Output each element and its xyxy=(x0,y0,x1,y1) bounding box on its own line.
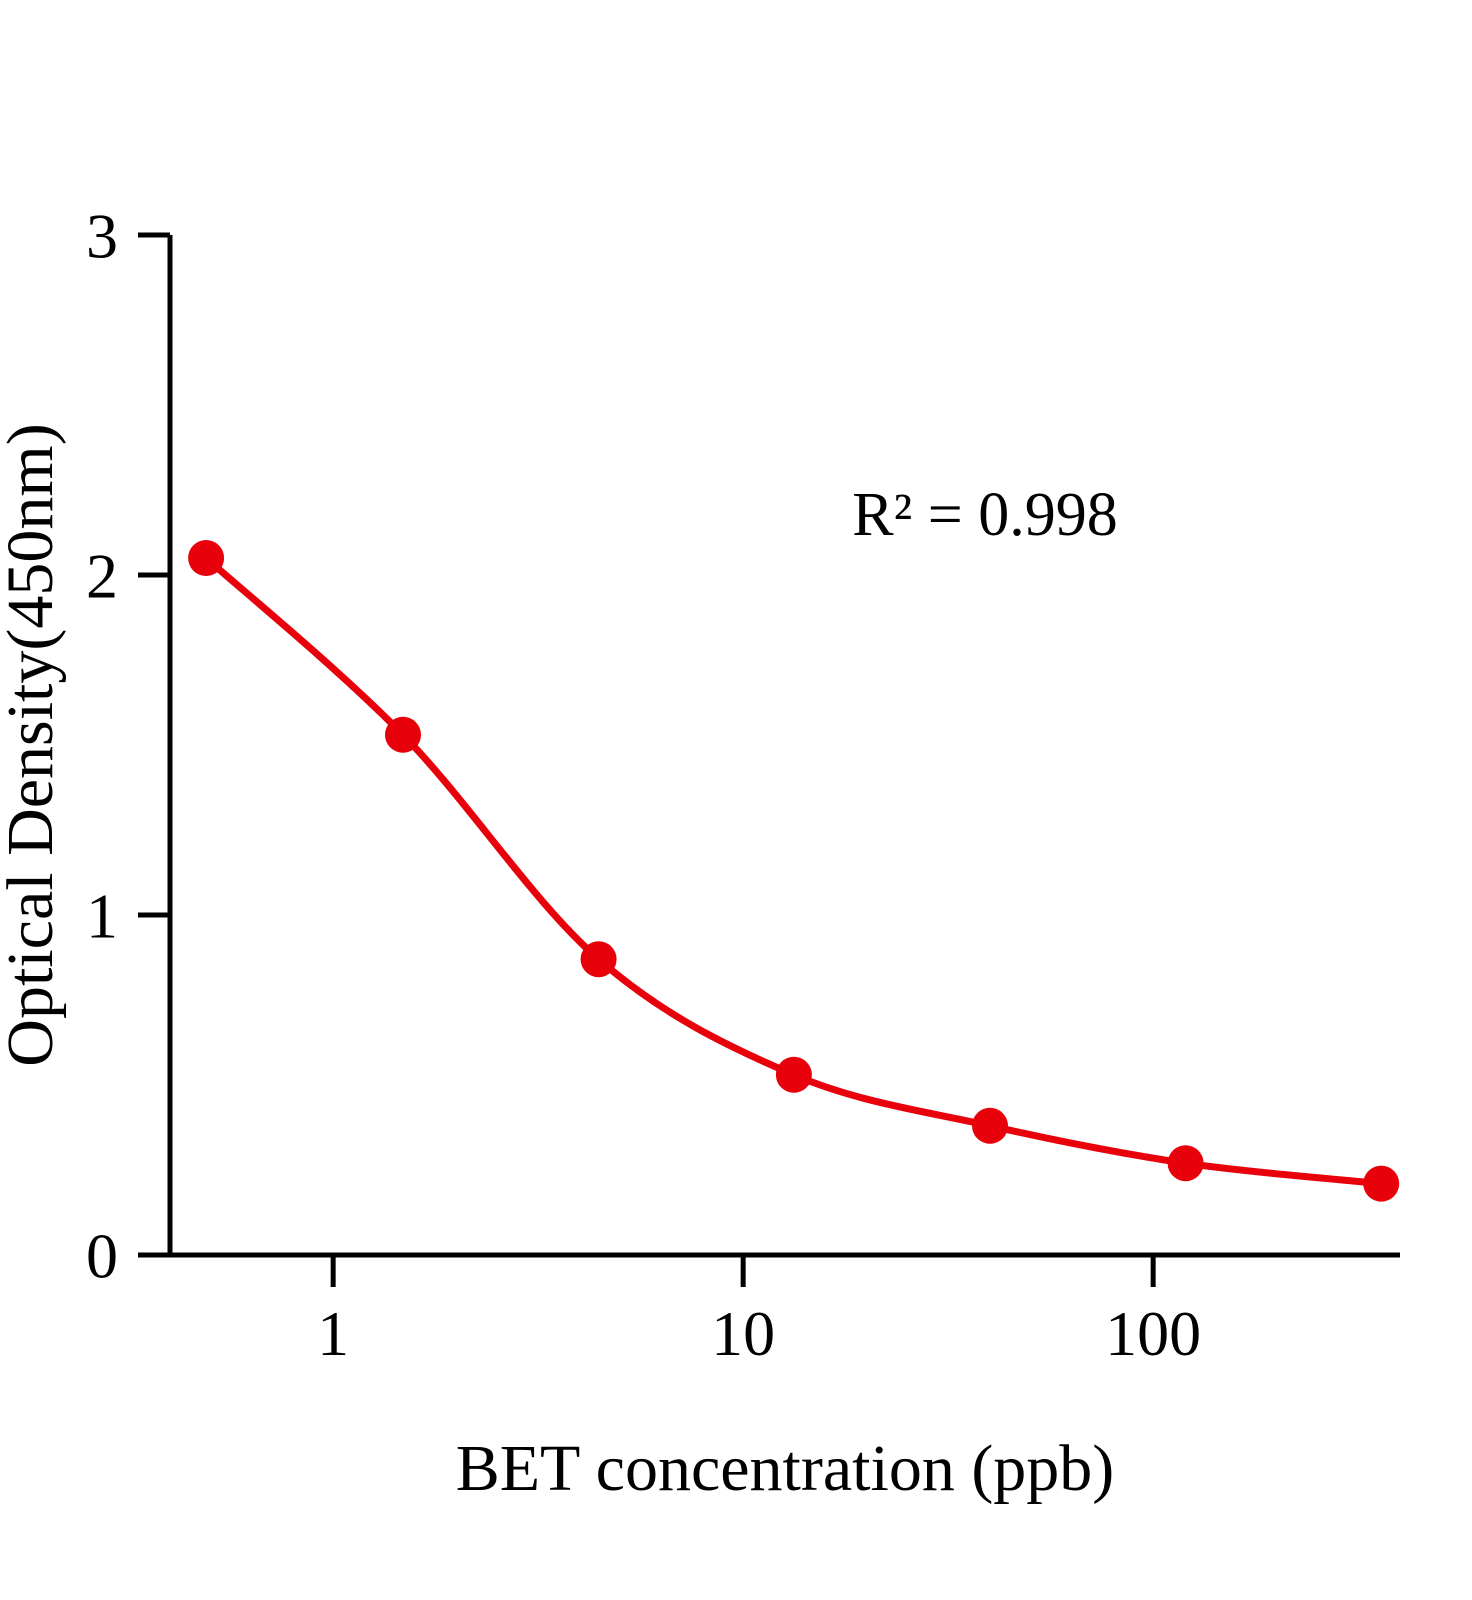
axes-group: 0 1 2 3 1 10 100 xyxy=(86,200,1400,1369)
y-axis-title: Optical Density(450nm) xyxy=(0,423,67,1066)
data-point xyxy=(972,1107,1008,1144)
data-point xyxy=(775,1056,812,1093)
y-tick-label: 1 xyxy=(86,880,118,951)
data-point xyxy=(1363,1165,1400,1202)
data-point xyxy=(188,540,225,576)
r-squared-annotation: R² = 0.998 xyxy=(852,481,1117,549)
series-group xyxy=(188,540,1400,1202)
y-tick-label: 0 xyxy=(86,1220,118,1291)
y-tick-label: 2 xyxy=(86,540,118,611)
x-tick-label: 1 xyxy=(317,1298,349,1369)
x-axis-title: BET concentration (ppb) xyxy=(456,1432,1115,1505)
x-tick-label: 10 xyxy=(711,1298,775,1369)
data-point xyxy=(1167,1145,1204,1182)
data-point xyxy=(580,941,617,978)
x-tick-label: 100 xyxy=(1105,1298,1201,1369)
y-tick-label: 3 xyxy=(86,200,118,271)
data-point xyxy=(385,716,421,753)
